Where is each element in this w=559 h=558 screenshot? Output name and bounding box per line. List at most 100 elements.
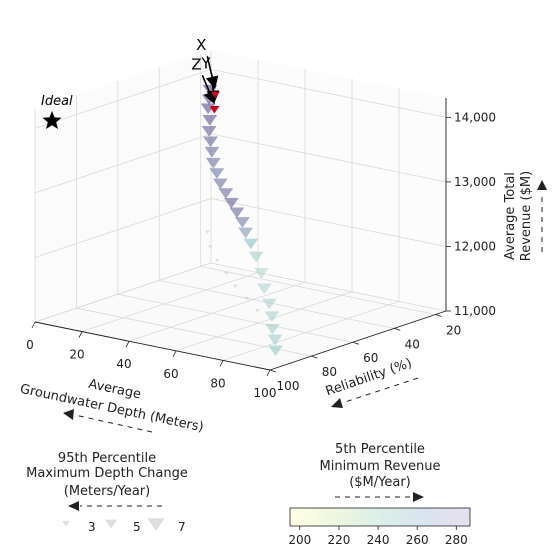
highlight-label: Z	[191, 55, 201, 73]
y-tick-label: 60	[363, 351, 378, 365]
y-axis-line	[269, 310, 447, 371]
highlight-arrow	[205, 56, 219, 90]
y-tick-mark	[269, 369, 277, 373]
ideal-label: Ideal	[41, 94, 73, 109]
y-tick-label: 40	[405, 337, 420, 351]
colorbar-tick-label: 240	[367, 533, 390, 547]
x-axis-direction-arrow	[63, 409, 153, 433]
z-tick-labels: 11,000 12,000 13,000 14,000	[446, 110, 496, 318]
front-point	[243, 238, 259, 250]
y-tick-labels: 20 40 60 80 100	[269, 314, 461, 393]
shadow-point	[223, 271, 229, 276]
back-wall-pane	[211, 50, 446, 311]
size-legend-marker	[104, 519, 118, 529]
front-point	[256, 283, 272, 295]
x-tick-label: 20	[69, 348, 84, 362]
front-series	[200, 84, 284, 357]
x-tick-mark	[172, 350, 177, 357]
z-tick-label: 12,000	[454, 239, 496, 253]
front-point	[264, 311, 280, 323]
highlight-point	[210, 105, 220, 113]
y-tick-label: 80	[322, 365, 337, 379]
z-axis-label-line2: Revenue ($M)	[519, 171, 534, 261]
colorbar-tick-label: 280	[445, 533, 468, 547]
front-point	[229, 207, 245, 219]
z-axis-direction-arrow	[537, 180, 547, 252]
front-point	[234, 217, 250, 228]
x-tick-labels: 0 20 40 60 80 100	[26, 321, 277, 400]
z-tick-label: 14,000	[454, 110, 496, 124]
y-tick-mark	[352, 341, 359, 345]
front-point	[204, 146, 220, 158]
highlight-label: Y	[200, 54, 211, 72]
shadow-point	[232, 284, 238, 289]
x-tick-mark	[31, 321, 36, 329]
y-axis-direction-arrow	[331, 377, 419, 408]
colorbar-tick-label: 260	[406, 533, 429, 547]
front-point	[264, 323, 280, 335]
shadow-point	[255, 309, 260, 313]
grid-line-z	[34, 262, 447, 323]
x-tick-label: 40	[116, 357, 131, 371]
colorbar-tick-label: 220	[327, 533, 350, 547]
colorbar-arrow	[335, 492, 424, 502]
size-legend-label: 3	[88, 520, 96, 534]
axis-panes	[35, 50, 446, 370]
front-point	[203, 136, 219, 148]
x-tick-label: 80	[210, 376, 225, 390]
x-tick-label: 60	[163, 367, 178, 381]
front-point	[218, 188, 234, 200]
colorbar-title-line2: Minimum Revenue	[320, 459, 441, 474]
y-tick-mark	[394, 327, 401, 331]
colorbar	[289, 507, 471, 527]
size-legend-label: 5	[133, 520, 141, 534]
front-point	[223, 197, 239, 209]
size-legend-label: 7	[178, 520, 186, 534]
shadow-series	[205, 230, 260, 313]
front-point	[212, 178, 228, 190]
z-tick-label: 13,000	[454, 175, 496, 189]
size-legend-entries: 3 5 7	[62, 518, 186, 534]
left-wall-pane	[35, 50, 211, 322]
highlight-point	[210, 91, 220, 99]
shadow-point	[244, 296, 249, 301]
size-legend-marker	[62, 520, 70, 527]
front-point	[238, 227, 254, 239]
colorbar-title-line1: 5th Percentile	[335, 442, 425, 457]
shadow-point	[207, 245, 213, 249]
x-tick-mark	[266, 369, 271, 377]
shadow-point	[205, 230, 210, 234]
y-tick-mark	[311, 355, 318, 359]
size-legend-title-line2: Maximum Depth Change	[26, 466, 188, 481]
highlight-label: X	[196, 36, 206, 54]
floor-pane	[35, 263, 446, 370]
y-tick-mark	[435, 314, 442, 317]
axis-lines	[34, 98, 447, 371]
grid-line-z	[34, 198, 447, 258]
front-point	[261, 298, 277, 310]
front-point	[209, 168, 225, 180]
colorbar-tick-label: 200	[288, 533, 311, 547]
x-tick-label: 0	[26, 338, 34, 352]
colorbar-ticks: 200 220 240 260 280	[288, 526, 468, 547]
front-point	[248, 251, 264, 263]
size-legend-arrow	[68, 501, 162, 511]
front-point	[268, 345, 284, 357]
highlighted-points: Z YX	[191, 36, 220, 114]
size-legend-marker	[147, 518, 165, 531]
x-tick-label: 100	[254, 386, 277, 400]
x-tick-mark	[125, 341, 130, 348]
front-point	[205, 157, 221, 169]
size-legend-title-line1: 95th Percentile	[58, 451, 156, 466]
x-tick-mark	[219, 360, 224, 367]
x-tick-mark	[78, 331, 83, 338]
front-point	[202, 115, 218, 126]
ideal-star-icon	[42, 111, 62, 129]
y-tick-label: 20	[446, 323, 461, 337]
front-point	[201, 126, 217, 137]
front-point	[253, 267, 269, 279]
z-axis-label-line1: Average Total	[503, 172, 518, 260]
colorbar-title-line3: ($M/Year)	[349, 475, 411, 490]
size-legend-title-line3: (Meters/Year)	[64, 484, 150, 499]
